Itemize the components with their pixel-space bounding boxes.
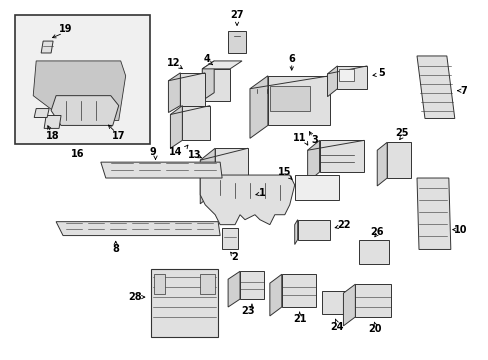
Polygon shape (200, 148, 215, 204)
Bar (150, 269, 218, 337)
Polygon shape (337, 66, 366, 89)
Polygon shape (182, 105, 210, 140)
Polygon shape (44, 116, 61, 129)
Text: 23: 23 (241, 306, 254, 316)
Polygon shape (249, 76, 329, 89)
Text: 25: 25 (394, 129, 408, 138)
Text: 3: 3 (310, 135, 317, 145)
Polygon shape (168, 73, 205, 81)
Text: 13: 13 (187, 150, 201, 160)
Polygon shape (180, 73, 205, 105)
Polygon shape (281, 274, 315, 307)
Polygon shape (249, 76, 267, 138)
Text: 24: 24 (330, 322, 344, 332)
Polygon shape (101, 162, 222, 178)
Text: 16: 16 (71, 149, 84, 159)
Polygon shape (327, 66, 337, 96)
Text: 14: 14 (168, 147, 182, 157)
Polygon shape (200, 148, 247, 160)
Bar (269, 86, 309, 111)
Polygon shape (240, 271, 264, 299)
Polygon shape (34, 109, 49, 117)
Text: 26: 26 (370, 226, 383, 237)
Text: 6: 6 (288, 54, 294, 64)
Polygon shape (343, 284, 355, 326)
Polygon shape (170, 105, 182, 148)
Polygon shape (386, 142, 410, 178)
Polygon shape (51, 96, 119, 125)
Text: 7: 7 (459, 86, 466, 96)
Polygon shape (170, 105, 210, 114)
Polygon shape (359, 239, 388, 264)
Bar (339, 69, 354, 81)
Polygon shape (227, 271, 240, 307)
Polygon shape (294, 175, 339, 200)
Text: 12: 12 (166, 58, 180, 68)
Text: 17: 17 (112, 131, 125, 141)
Polygon shape (200, 175, 294, 225)
Polygon shape (202, 61, 242, 69)
Polygon shape (56, 222, 220, 235)
Polygon shape (416, 178, 450, 249)
Bar (227, 31, 245, 53)
Text: 21: 21 (292, 314, 306, 324)
Polygon shape (222, 228, 238, 249)
Polygon shape (297, 220, 329, 239)
Polygon shape (319, 140, 364, 172)
Polygon shape (41, 41, 53, 53)
Polygon shape (202, 61, 214, 100)
Text: 27: 27 (230, 10, 244, 20)
Text: 8: 8 (112, 244, 119, 255)
Polygon shape (321, 291, 346, 314)
Polygon shape (33, 61, 125, 121)
Polygon shape (215, 148, 247, 192)
Polygon shape (307, 140, 364, 150)
Text: 18: 18 (46, 131, 60, 141)
Bar (153, 274, 165, 294)
Polygon shape (416, 56, 454, 118)
Polygon shape (307, 140, 319, 182)
Polygon shape (202, 69, 230, 100)
Polygon shape (327, 66, 366, 74)
Text: 9: 9 (149, 147, 156, 157)
Text: 15: 15 (278, 167, 291, 177)
Text: 19: 19 (59, 24, 73, 34)
Text: 20: 20 (368, 324, 381, 334)
Text: 22: 22 (337, 220, 350, 230)
Text: 2: 2 (231, 252, 238, 262)
Text: 4: 4 (203, 54, 210, 64)
Text: 10: 10 (453, 225, 467, 235)
Text: 28: 28 (127, 292, 141, 302)
Polygon shape (269, 274, 281, 316)
Polygon shape (376, 142, 386, 186)
Text: 5: 5 (377, 68, 384, 78)
Text: 11: 11 (292, 133, 306, 143)
Bar (200, 274, 215, 294)
Polygon shape (168, 73, 180, 113)
Polygon shape (267, 76, 329, 125)
Text: 1: 1 (258, 188, 264, 198)
Bar (15, 15, 149, 144)
Polygon shape (355, 284, 390, 317)
Polygon shape (294, 220, 297, 244)
